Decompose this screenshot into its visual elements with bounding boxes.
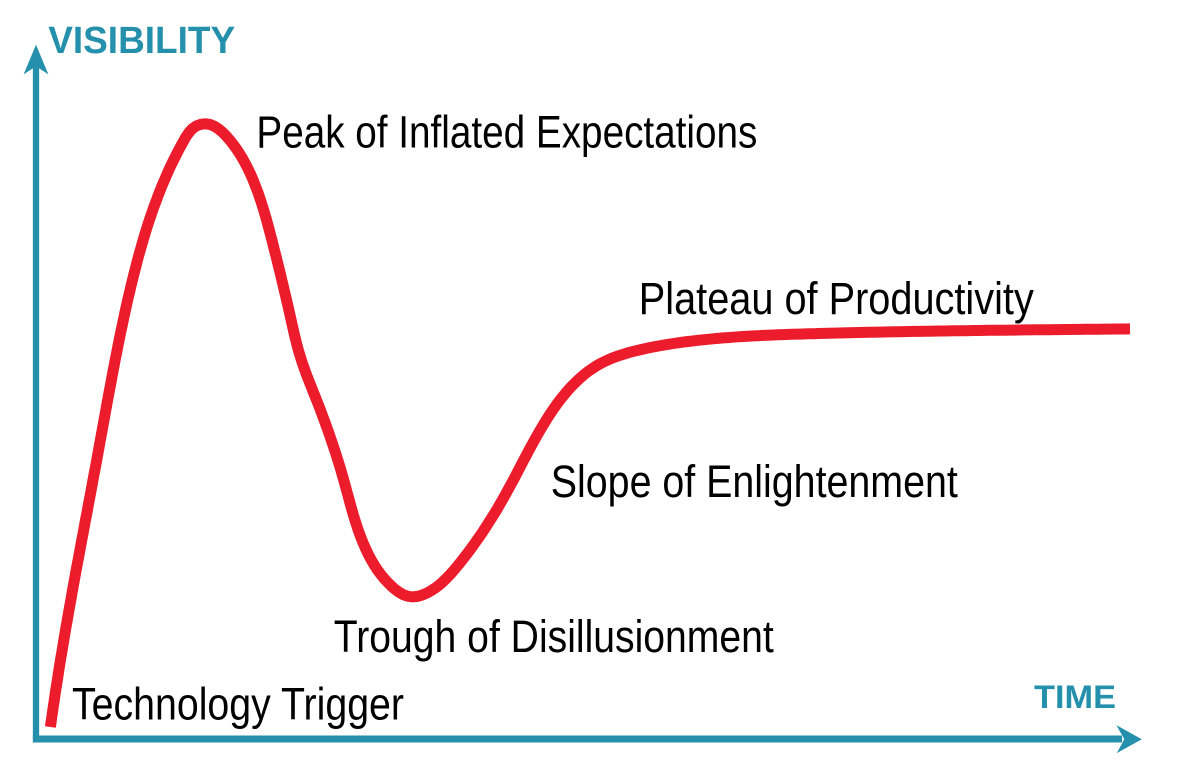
svg-text:Peak of Inflated Expectations: Peak of Inflated Expectations bbox=[256, 107, 757, 158]
svg-text:TIME: TIME bbox=[1034, 679, 1116, 715]
svg-text:Slope of Enlightenment: Slope of Enlightenment bbox=[551, 456, 958, 507]
svg-text:Plateau of Productivity: Plateau of Productivity bbox=[639, 273, 1034, 324]
svg-text:Technology Trigger: Technology Trigger bbox=[72, 679, 404, 730]
svg-text:Trough of Disillusionment: Trough of Disillusionment bbox=[334, 611, 774, 662]
svg-text:VISIBILITY: VISIBILITY bbox=[48, 19, 235, 61]
